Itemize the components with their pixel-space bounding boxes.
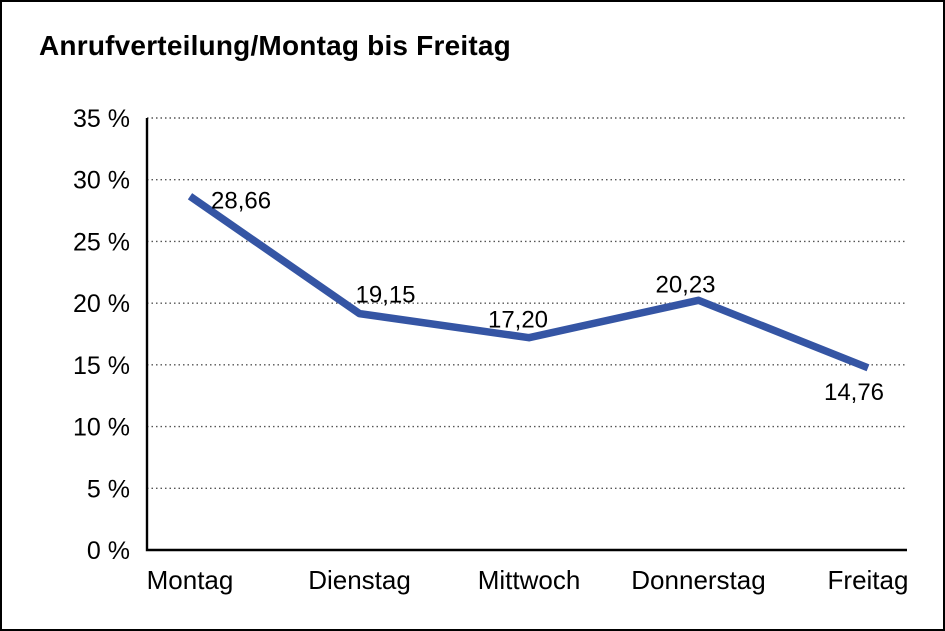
y-axis-tick-label: 35 %: [73, 105, 130, 133]
x-axis-category-label: Dienstag: [308, 565, 411, 595]
x-axis-category-label: Donnerstag: [631, 565, 765, 595]
axes: [145, 118, 907, 552]
y-axis-tick-label: 0 %: [87, 537, 130, 565]
x-axis-category-label: Freitag: [828, 565, 909, 595]
y-axis-tick-label: 30 %: [73, 167, 130, 195]
data-point-label: 19,15: [355, 282, 415, 309]
x-axis-category-label: Mittwoch: [478, 565, 581, 595]
y-axis-tick-label: 15 %: [73, 352, 130, 380]
data-point-label: 17,20: [488, 307, 548, 334]
data-point-label: 20,23: [655, 271, 715, 298]
y-axis-tick-label: 25 %: [73, 228, 130, 256]
series-line: [187, 193, 870, 372]
x-axis-category-label: Montag: [147, 565, 234, 595]
chart-title: Anrufverteilung/Montag bis Freitag: [39, 30, 511, 61]
y-axis-tick-label: 5 %: [87, 475, 130, 503]
data-point-label: 28,66: [211, 187, 271, 214]
y-axis-tick-label: 10 %: [73, 414, 130, 442]
y-axis-tick-label: 20 %: [73, 290, 130, 318]
data-point-label: 14,76: [824, 379, 884, 406]
